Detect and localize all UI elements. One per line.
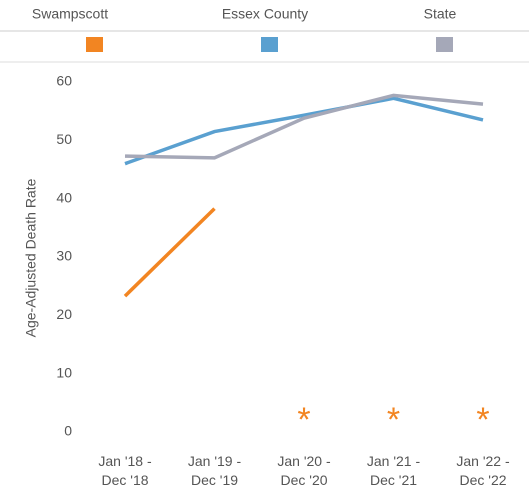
data-label: * [476, 401, 489, 439]
legend-label: Essex County [222, 6, 308, 22]
legend-swatch [436, 37, 453, 52]
y-tick-label: 30 [56, 248, 72, 264]
x-tick-label: Jan '18 - Dec '18 [98, 453, 152, 488]
legend-swatch [86, 37, 103, 52]
data-label: * [297, 401, 310, 439]
y-tick-label: 10 [56, 364, 72, 380]
y-tick-label: 40 [56, 189, 72, 205]
legend-label: Swampscott [32, 6, 108, 22]
series-line [124, 93, 484, 160]
legend-label: State [424, 6, 457, 22]
y-tick-label: 20 [56, 306, 72, 322]
x-tick-label: Jan '19 - Dec '19 [187, 453, 242, 488]
y-tick-label: 60 [56, 73, 72, 89]
legend-swatch [261, 37, 278, 52]
y-axis-label: Age-Adjusted Death Rate [23, 178, 39, 337]
x-tick-label: Jan '20 - Dec '20 [277, 453, 331, 488]
series-line [124, 96, 484, 166]
y-tick-label: 50 [56, 131, 72, 147]
series-line [123, 207, 216, 298]
data-label: * [387, 401, 400, 439]
x-tick-label: Jan '21 - Dec '21 [366, 453, 421, 488]
y-tick-label: 0 [64, 423, 72, 439]
x-tick-label: Jan '22 - Dec '22 [456, 453, 510, 488]
